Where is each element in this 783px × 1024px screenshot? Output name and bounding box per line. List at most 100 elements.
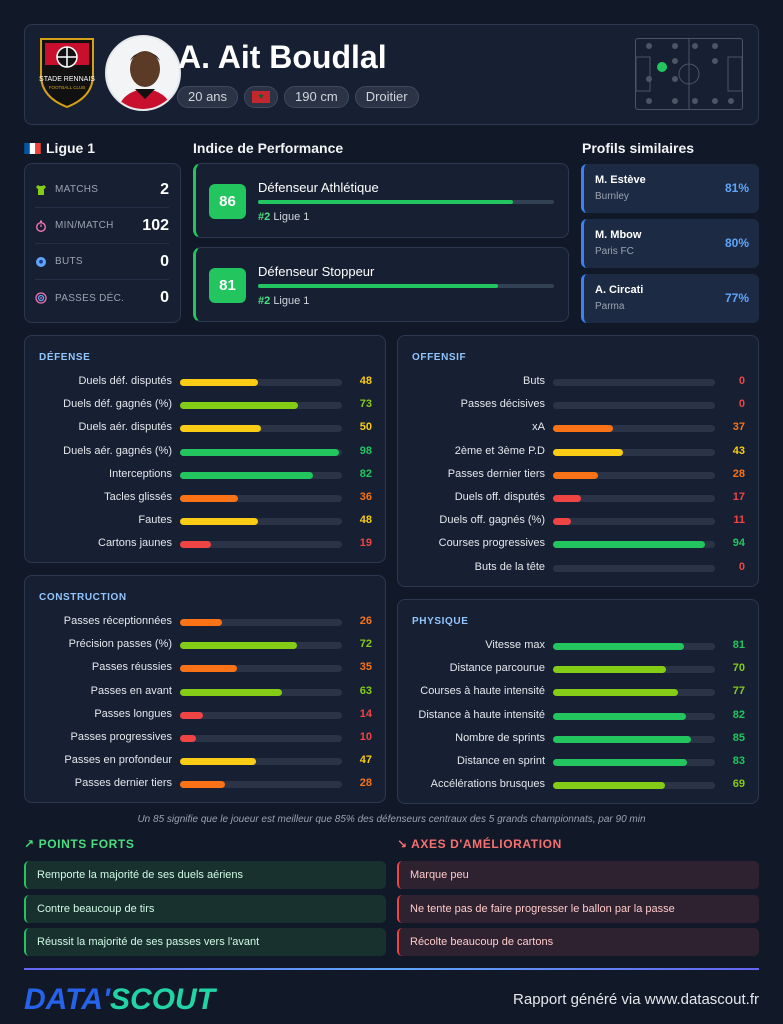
performance-card-stoppeur: 81 Défenseur Stoppeur #2 Ligue 1 xyxy=(193,247,569,322)
metric-row: Courses progressives 94 xyxy=(439,537,745,551)
metric-label: Passes dernier tiers xyxy=(74,777,172,790)
metric-label: 2ème et 3ème P.D xyxy=(454,444,545,457)
metric-value: 73 xyxy=(359,398,372,411)
report-credit: Rapport généré via www.datascout.fr xyxy=(513,991,759,1008)
metric-bar xyxy=(553,643,715,650)
metric-row: 2ème et 3ème P.D 43 xyxy=(455,445,745,459)
metric-row: Passes longues 14 xyxy=(94,708,372,722)
metric-bar-fill xyxy=(180,402,299,410)
offensive-title: OFFENSIF xyxy=(412,352,467,363)
metric-bar-fill xyxy=(553,666,667,674)
metric-value: 72 xyxy=(359,638,372,651)
footnote: Un 85 signifie que le joueur est meilleu… xyxy=(137,814,646,825)
metric-value: 11 xyxy=(733,514,745,527)
metric-bar xyxy=(180,781,342,789)
age-chip: 20 ans xyxy=(177,86,239,108)
metric-label: Tacles glissés xyxy=(104,491,172,503)
metric-bar-fill xyxy=(180,495,239,502)
construction-title: CONSTRUCTION xyxy=(39,592,127,603)
defense-panel: DÉFENSE Duels déf. disputés 48 Duels déf. … xyxy=(24,335,386,563)
metric-value: 0 xyxy=(738,375,745,387)
metric-bar-fill xyxy=(180,471,313,479)
metric-value: 50 xyxy=(359,421,372,434)
target-icon xyxy=(35,292,47,304)
metric-bar xyxy=(553,735,715,743)
metric-bar xyxy=(180,541,342,549)
metric-bar-fill xyxy=(553,541,706,549)
metric-label: Duels off. gagnés (%) xyxy=(439,514,545,527)
performance-title: Indice de Performance xyxy=(193,140,344,156)
metric-label: Courses progressives xyxy=(438,537,545,550)
physique-panel: PHYSIQUE Vitesse max 81 Distance parcourue… xyxy=(397,599,759,804)
strength-item: Remporte la majorité de ses duels aérien… xyxy=(24,861,386,889)
metric-row: Buts de la tête 0 xyxy=(475,560,745,575)
metric-bar xyxy=(553,689,715,697)
trend-down-icon: ↘ xyxy=(397,837,408,851)
metric-row: Passes dernier tiers 28 xyxy=(448,468,745,482)
metric-value: 36 xyxy=(359,491,372,503)
metric-bar xyxy=(553,541,715,549)
metric-value: 82 xyxy=(359,467,372,480)
metric-bar xyxy=(180,448,342,456)
metric-row: Passes dernier tiers 28 xyxy=(75,777,372,791)
metric-label: Duels déf. disputés xyxy=(78,375,172,387)
metric-bar-fill xyxy=(180,642,297,650)
player-header: STADE RENNAIS FOOTBALL CLUB A. Ait Boudl… xyxy=(24,24,759,125)
metric-row: Passes réussies 35 xyxy=(92,661,372,675)
strength-item: Contre beaucoup de tirs xyxy=(24,895,386,923)
metric-row: Fautes 48 xyxy=(138,514,372,528)
metric-bar xyxy=(553,379,715,386)
stat-row-passes-dec: PASSES DÉC. 0 xyxy=(35,280,169,316)
metric-bar-fill xyxy=(180,619,223,626)
physique-title: PHYSIQUE xyxy=(412,616,469,627)
weaknesses-title: ↘ AXES D'AMÉLIORATION xyxy=(397,837,562,851)
footer-divider xyxy=(24,968,759,970)
club-logo: STADE RENNAIS FOOTBALL CLUB xyxy=(37,35,97,109)
metric-bar xyxy=(553,759,715,766)
strengths-title: ↗ POINTS FORTS xyxy=(24,837,135,851)
metric-label: Passes progressives xyxy=(70,731,173,743)
metric-value: 77 xyxy=(732,685,745,698)
performance-card-athletique: 86 Défenseur Athlétique #2 Ligue 1 xyxy=(193,163,569,238)
metric-label: Buts de la tête xyxy=(474,560,545,573)
metric-row: Passes progressives 10 xyxy=(71,731,373,745)
metric-value: 98 xyxy=(359,444,372,457)
similar-profile-card[interactable]: A. Circati Parma 77% xyxy=(581,274,759,323)
metric-label: Nombre de sprints xyxy=(455,731,545,744)
metric-bar-fill xyxy=(180,425,261,433)
similar-profile-card[interactable]: M. Mbow Paris FC 80% xyxy=(581,219,759,268)
metric-value: 48 xyxy=(359,375,372,387)
metric-bar xyxy=(180,425,342,433)
metric-label: Passes décisives xyxy=(460,398,545,411)
metric-label: Courses à haute intensité xyxy=(420,685,545,698)
metric-bar-fill xyxy=(180,781,226,789)
metric-bar xyxy=(553,425,715,433)
metric-bar-fill xyxy=(180,711,203,719)
metric-row: Précision passes (%) 72 xyxy=(69,638,372,652)
league-title: Ligue 1 xyxy=(24,140,95,156)
offensive-panel: OFFENSIF Buts 0 Passes décisives 0 xA 37 2ème … xyxy=(397,335,759,587)
metric-bar xyxy=(180,665,342,673)
similar-profile-card[interactable]: M. Estève Burnley 81% xyxy=(581,164,759,213)
foot-chip: Droitier xyxy=(354,86,419,108)
metric-label: Passes dernier tiers xyxy=(447,467,545,480)
trend-up-icon: ↗ xyxy=(24,837,35,851)
metric-label: Cartons jaunes xyxy=(98,537,172,550)
player-avatar xyxy=(105,35,181,111)
ball-icon xyxy=(35,256,47,268)
metric-bar xyxy=(553,666,715,674)
metric-value: 0 xyxy=(738,560,745,573)
datascout-logo[interactable]: DATA'SCOUT xyxy=(24,983,216,1016)
metric-row: Passes en avant 63 xyxy=(91,685,372,699)
metric-bar xyxy=(180,688,342,696)
metric-bar-fill xyxy=(553,471,599,479)
metric-row: Courses à haute intensité 77 xyxy=(420,685,745,699)
metric-bar-fill xyxy=(553,735,691,743)
metric-row: Distance en sprint 83 xyxy=(457,755,745,769)
metric-row: Accélérations brusques 69 xyxy=(431,778,745,792)
metric-row: Duels off. disputés 17 xyxy=(455,491,745,505)
metric-label: Distance à haute intensité xyxy=(418,708,545,721)
metric-value: 48 xyxy=(359,514,372,527)
metric-row: xA 37 xyxy=(532,421,745,435)
metric-bar-fill xyxy=(180,518,258,526)
